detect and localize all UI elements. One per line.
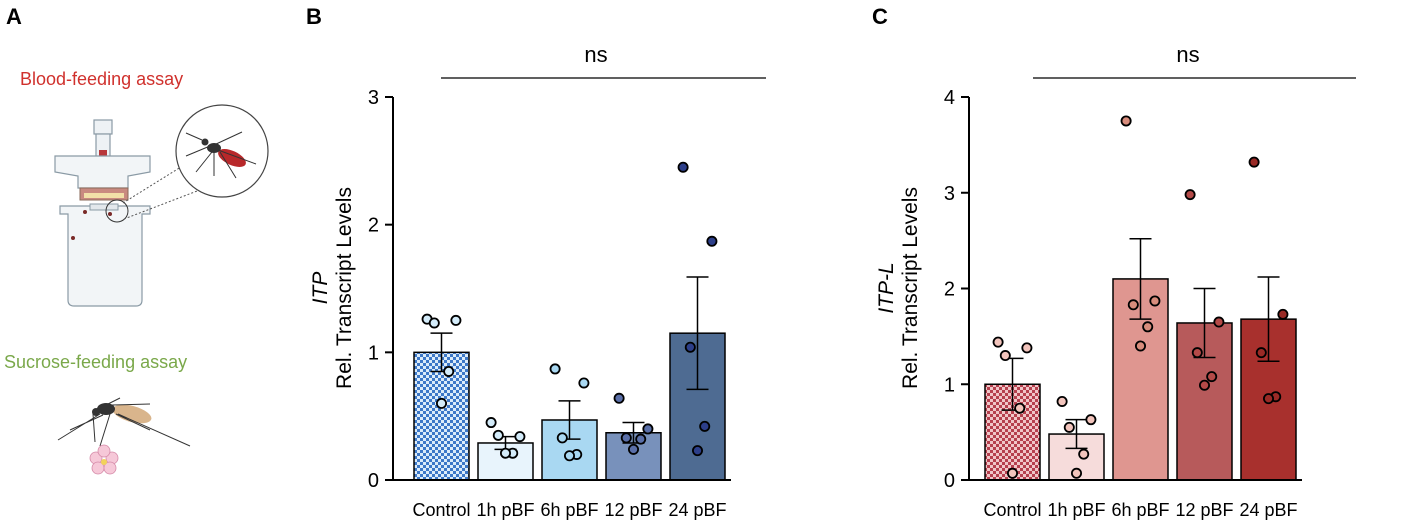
data-point-c-2-3 xyxy=(1142,321,1154,333)
x-tick-label-b-3: 12 pBF xyxy=(604,500,662,520)
data-point-b-3-0 xyxy=(613,392,625,404)
data-point-b-0-4 xyxy=(435,397,447,409)
data-point-c-3-3 xyxy=(1206,371,1218,383)
x-tick-label-b-2: 6h pBF xyxy=(540,500,598,520)
data-point-b-2-0 xyxy=(549,363,561,375)
data-point-b-1-1 xyxy=(514,431,526,443)
data-point-c-3-1 xyxy=(1213,316,1225,328)
y-tick-label-c-1: 1 xyxy=(944,374,955,396)
data-point-c-4-4 xyxy=(1263,393,1275,405)
panel-label-a: A xyxy=(6,4,22,29)
data-point-c-2-0 xyxy=(1120,115,1132,127)
x-tick-label-c-0: Control xyxy=(983,500,1041,520)
membrane-feeder-illustration xyxy=(54,119,151,201)
data-point-c-0-2 xyxy=(999,350,1011,362)
engorged-mosquito-inset xyxy=(175,104,269,198)
x-tick-label-c-1: 1h pBF xyxy=(1047,500,1105,520)
x-tick-label-b-1: 1h pBF xyxy=(476,500,534,520)
y-tick-label-b-1: 1 xyxy=(368,342,379,364)
data-point-c-1-2 xyxy=(1063,421,1075,433)
panel-label-c: C xyxy=(872,4,888,29)
mosquito-cage-illustration xyxy=(59,199,151,307)
data-point-b-3-2 xyxy=(620,432,632,444)
x-tick-label-c-2: 6h pBF xyxy=(1111,500,1169,520)
data-point-c-4-2 xyxy=(1255,347,1267,359)
y-tick-label-c-0: 0 xyxy=(944,470,955,492)
data-point-b-4-4 xyxy=(692,445,704,457)
data-point-b-4-0 xyxy=(677,161,689,173)
x-tick-label-c-4: 24 pBF xyxy=(1239,500,1297,520)
chart-b-itp: ns ITP Rel. Transcript Levels Control 1h … xyxy=(309,42,766,520)
data-point-c-4-0 xyxy=(1248,156,1260,168)
data-point-b-0-2 xyxy=(428,317,440,329)
y-axis-gene-b: ITP xyxy=(309,272,332,305)
flower-icon xyxy=(89,444,119,475)
x-tick-label-b-0: Control xyxy=(412,500,470,520)
y-tick-label-c-4: 4 xyxy=(944,87,955,109)
y-tick-label-c-3: 3 xyxy=(944,183,955,205)
y-axis-label-b: Rel. Transcript Levels xyxy=(333,187,356,389)
bar-b-0 xyxy=(413,351,470,481)
significance-label-c: ns xyxy=(1176,42,1199,67)
data-point-c-2-1 xyxy=(1149,295,1161,307)
data-point-b-1-0 xyxy=(485,417,497,429)
data-point-c-2-4 xyxy=(1135,340,1147,352)
data-point-c-4-1 xyxy=(1277,308,1289,320)
y-tick-label-b-3: 3 xyxy=(368,87,379,109)
data-point-c-1-3 xyxy=(1078,448,1090,460)
sucrose-mosquito-illustration xyxy=(57,397,191,447)
data-point-b-4-3 xyxy=(699,420,711,432)
data-point-b-4-2 xyxy=(684,341,696,353)
data-point-c-2-2 xyxy=(1127,299,1139,311)
y-tick-label-b-0: 0 xyxy=(368,470,379,492)
y-axis-label-c: Rel. Transcript Levels xyxy=(899,187,922,389)
data-point-c-0-0 xyxy=(992,336,1004,348)
panel-label-b: B xyxy=(306,4,322,29)
data-point-b-1-2 xyxy=(492,429,504,441)
data-point-c-1-4 xyxy=(1071,467,1083,479)
zoom-line-bottom xyxy=(123,182,219,220)
sucrose-feeding-title: Sucrose-feeding assay xyxy=(4,352,187,372)
y-tick-label-b-2: 2 xyxy=(368,215,379,237)
data-point-b-2-2 xyxy=(556,432,568,444)
blood-feeding-title: Blood-feeding assay xyxy=(20,69,183,89)
panel-a: Blood-feeding assay Sucrose-fe xyxy=(4,69,269,475)
data-point-b-2-1 xyxy=(578,377,590,389)
data-point-c-3-0 xyxy=(1184,189,1196,201)
data-point-c-3-4 xyxy=(1199,379,1211,391)
data-point-b-1-4 xyxy=(499,447,511,459)
y-tick-label-c-2: 2 xyxy=(944,279,955,301)
data-point-b-3-3 xyxy=(635,433,647,445)
data-point-b-2-4 xyxy=(564,450,576,462)
data-point-b-3-1 xyxy=(642,423,654,435)
data-point-c-1-1 xyxy=(1085,414,1097,426)
data-point-b-0-1 xyxy=(450,314,462,326)
chart-c-itp-l: ns ITP-L Rel. Transcript Levels Control 1… xyxy=(875,42,1356,520)
data-point-b-0-3 xyxy=(443,365,455,377)
significance-label-b: ns xyxy=(584,42,607,67)
data-point-c-0-4 xyxy=(1007,467,1019,479)
data-point-c-3-2 xyxy=(1191,347,1203,359)
x-tick-label-b-4: 24 pBF xyxy=(668,500,726,520)
data-point-c-0-3 xyxy=(1014,402,1026,414)
data-point-c-1-0 xyxy=(1056,395,1068,407)
x-tick-label-c-3: 12 pBF xyxy=(1175,500,1233,520)
y-axis-gene-c: ITP-L xyxy=(875,262,898,313)
data-point-b-4-1 xyxy=(706,235,718,247)
data-point-c-0-1 xyxy=(1021,342,1033,354)
data-point-b-3-4 xyxy=(628,443,640,455)
